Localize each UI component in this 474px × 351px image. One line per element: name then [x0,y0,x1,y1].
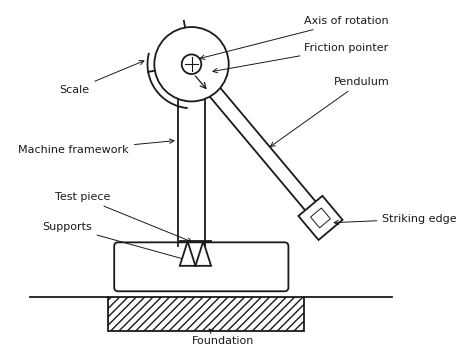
Text: Supports: Supports [42,222,187,261]
Text: Machine framework: Machine framework [18,139,174,155]
Polygon shape [310,208,330,228]
Bar [109,297,304,331]
Text: Friction pointer: Friction pointer [213,42,388,73]
Text: Foundation: Foundation [191,329,254,346]
Circle shape [182,54,201,74]
Text: Striking edge: Striking edge [334,214,457,225]
Circle shape [155,27,229,101]
Text: Test piece: Test piece [55,192,192,242]
FancyBboxPatch shape [114,242,288,291]
Text: Pendulum: Pendulum [271,77,389,146]
Polygon shape [195,241,211,266]
Text: Scale: Scale [59,60,144,95]
Polygon shape [299,196,343,240]
Text: Axis of rotation: Axis of rotation [200,16,389,59]
Polygon shape [180,241,195,266]
